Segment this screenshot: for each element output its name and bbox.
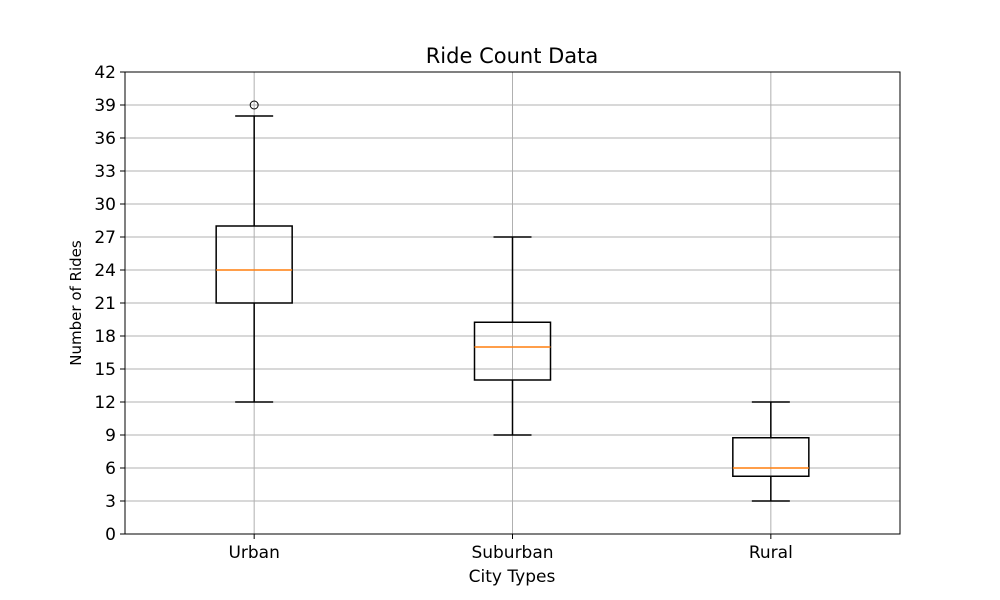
- y-tick-label: 15: [94, 360, 116, 380]
- y-tick-label: 18: [94, 327, 116, 347]
- y-tick-label: 39: [94, 96, 116, 116]
- outlier-point: [249, 100, 259, 110]
- y-tick-label: 12: [94, 393, 116, 413]
- plot-area-frame: [124, 71, 901, 535]
- iqr-box: [215, 225, 293, 304]
- box-rural: [732, 401, 810, 502]
- x-tick-label-rural: Rural: [749, 543, 793, 563]
- y-tick-label: 27: [94, 228, 116, 248]
- x-axis-ticks: Urban Suburban Rural: [228, 534, 793, 563]
- y-tick-label: 30: [94, 195, 116, 215]
- y-tick-label: 3: [105, 492, 116, 512]
- y-tick-label: 0: [105, 525, 116, 545]
- chart-title: Ride Count Data: [426, 44, 599, 68]
- y-tick-label: 36: [94, 129, 116, 149]
- iqr-box: [732, 437, 810, 477]
- y-tick-label: 21: [94, 294, 116, 314]
- y-tick-label: 24: [94, 261, 116, 281]
- box-suburban: [473, 236, 552, 436]
- box-urban: [215, 100, 293, 403]
- boxes: [215, 100, 810, 502]
- y-tick-label: 6: [105, 459, 116, 479]
- y-tick-label: 9: [105, 426, 116, 446]
- y-axis-label: Number of Rides: [67, 240, 85, 366]
- x-axis-label: City Types: [469, 567, 556, 587]
- x-tick-label-suburban: Suburban: [471, 543, 553, 563]
- y-tick-label: 33: [94, 162, 116, 182]
- iqr-box: [473, 321, 552, 381]
- y-tick-label: 42: [94, 63, 116, 83]
- x-tick-label-urban: Urban: [228, 543, 279, 563]
